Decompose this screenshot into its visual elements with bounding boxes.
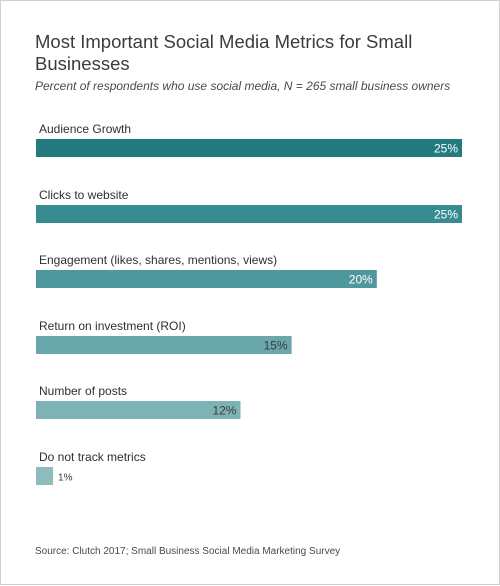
bar xyxy=(36,336,292,354)
bar xyxy=(36,270,377,288)
bar xyxy=(36,205,462,223)
category-label: Number of posts xyxy=(39,384,127,398)
value-label: 25% xyxy=(434,142,458,156)
category-label: Return on investment (ROI) xyxy=(39,319,186,333)
category-label: Clicks to website xyxy=(39,188,129,202)
value-label: 12% xyxy=(212,404,236,418)
source-note: Source: Clutch 2017; Small Business Soci… xyxy=(35,546,341,557)
value-label: 20% xyxy=(349,273,373,287)
value-label: 25% xyxy=(434,208,458,222)
bar xyxy=(36,401,241,419)
category-label: Do not track metrics xyxy=(39,450,146,464)
category-label: Engagement (likes, shares, mentions, vie… xyxy=(39,253,277,267)
bar xyxy=(36,467,54,485)
category-label: Audience Growth xyxy=(39,122,131,136)
value-label: 15% xyxy=(264,339,288,353)
value-label: 1% xyxy=(58,473,73,484)
bar xyxy=(36,139,462,157)
chart-title: Most Important Social Media Metrics for … xyxy=(35,31,413,74)
chart-subtitle: Percent of respondents who use social me… xyxy=(35,79,451,93)
